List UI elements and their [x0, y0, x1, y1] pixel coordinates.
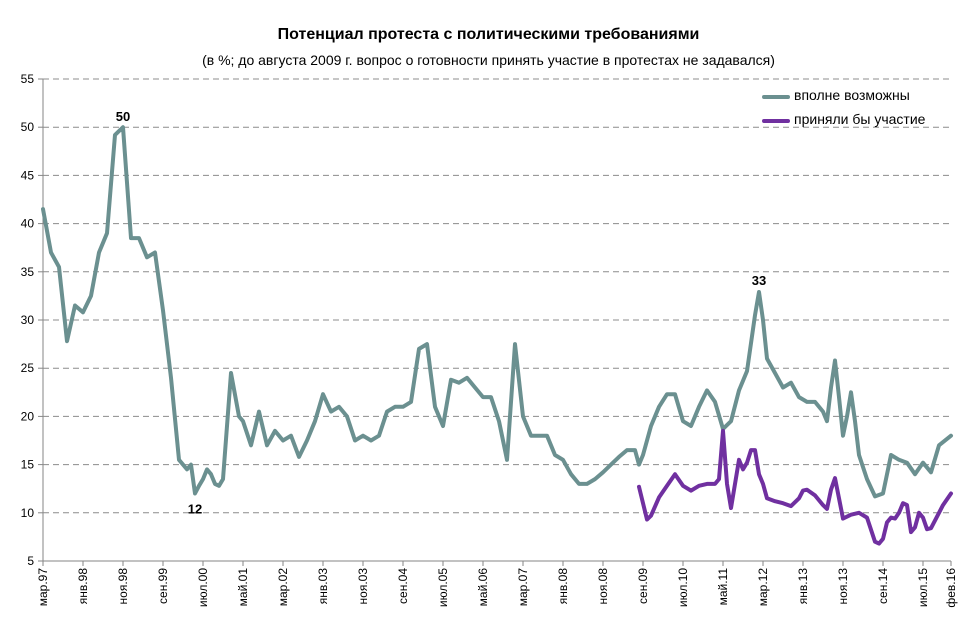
legend-item-vpolne: вполне возможны	[762, 86, 972, 108]
x-tick-label: янв.08	[556, 568, 570, 605]
x-tick-label: май.06	[476, 568, 490, 607]
y-tick-label: 5	[27, 554, 34, 568]
legend-swatch-vpolne	[762, 95, 790, 99]
data-label-33: 33	[752, 273, 766, 288]
x-tick-label: ноя.03	[356, 568, 370, 605]
y-tick-label: 45	[21, 168, 35, 182]
y-tick-label: 15	[21, 458, 35, 472]
x-tick-label: май.01	[236, 568, 250, 607]
x-tick-label: ноя.08	[596, 568, 610, 605]
x-tick-label: июл.05	[436, 568, 450, 607]
x-tick-label: июл.15	[916, 568, 930, 607]
y-tick-label: 10	[21, 506, 35, 520]
x-tick-label: мар.12	[756, 568, 770, 607]
y-tick-label: 55	[21, 72, 35, 86]
x-tick-label: фев.16	[944, 568, 958, 608]
y-tick-label: 40	[21, 217, 35, 231]
y-tick-label: 35	[21, 265, 35, 279]
legend: вполне возможны приняли бы участие	[762, 86, 972, 134]
x-tick-label: ноя.13	[836, 568, 850, 605]
y-tick-label: 20	[21, 409, 35, 423]
x-tick-label: янв.03	[316, 568, 330, 605]
x-tick-label: янв.98	[76, 568, 90, 605]
series-line-vpolne	[41, 125, 953, 499]
x-tick-label: сен.09	[636, 568, 650, 604]
axes: 5 10 15 20 25 30 35 40 45 50 55 мар.97 янв.98 ноя.98 с…	[21, 72, 958, 608]
x-tick-label: июл.00	[196, 568, 210, 607]
series-lines	[41, 125, 953, 546]
annotations: 50 12 33	[116, 109, 766, 516]
y-tick-label: 30	[21, 313, 35, 327]
x-tick-label: мар.07	[516, 568, 530, 607]
legend-label-prinyali: приняли бы участие	[794, 111, 926, 127]
x-tick-label: сен.04	[396, 568, 410, 604]
x-tick-label: ноя.98	[116, 568, 130, 605]
x-tick-label: янв.13	[796, 568, 810, 605]
chart-subtitle: (в %; до августа 2009 г. вопрос о готовн…	[202, 52, 775, 68]
x-tick-label: сен.99	[156, 568, 170, 604]
x-tick-label: май.11	[716, 568, 730, 606]
x-tick-label: июл.10	[676, 568, 690, 607]
y-tick-label: 50	[21, 120, 35, 134]
x-tick-label: мар.02	[276, 568, 290, 607]
x-tick-label: сен.14	[876, 568, 890, 604]
legend-item-prinyali: приняли бы участие	[762, 110, 972, 132]
chart-title: Потенциал протеста с политическими требо…	[277, 26, 700, 43]
y-tick-label: 25	[21, 361, 35, 375]
data-label-12: 12	[188, 502, 202, 517]
x-tick-label: мар.97	[36, 568, 50, 607]
legend-swatch-prinyali	[762, 119, 790, 123]
series-line-prinyali	[637, 428, 953, 546]
data-label-50: 50	[116, 109, 130, 124]
legend-label-vpolne: вполне возможны	[794, 87, 910, 103]
